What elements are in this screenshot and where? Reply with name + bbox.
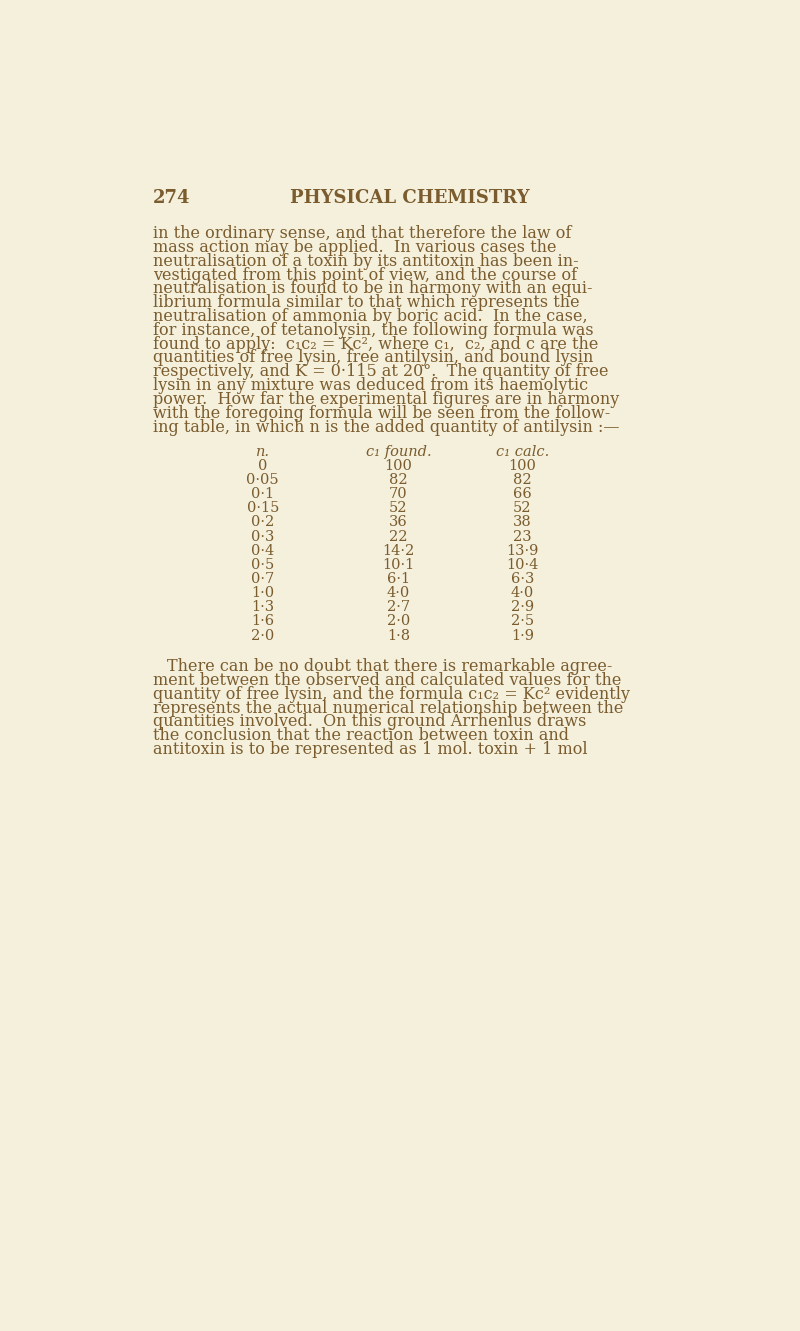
Text: power.  How far the experimental figures are in harmony: power. How far the experimental figures … <box>153 391 619 407</box>
Text: librium formula similar to that which represents the: librium formula similar to that which re… <box>153 294 579 311</box>
Text: 36: 36 <box>389 515 408 530</box>
Text: quantities of free lysin, free antilysin, and bound lysin: quantities of free lysin, free antilysin… <box>153 350 593 366</box>
Text: 0·7: 0·7 <box>251 572 274 586</box>
Text: 13·9: 13·9 <box>506 544 538 558</box>
Text: n.: n. <box>256 445 270 459</box>
Text: 70: 70 <box>389 487 408 502</box>
Text: 0: 0 <box>258 459 267 473</box>
Text: 2·0: 2·0 <box>386 615 410 628</box>
Text: 0·4: 0·4 <box>251 544 274 558</box>
Text: antitoxin is to be represented as 1 mol. toxin + 1 mol: antitoxin is to be represented as 1 mol.… <box>153 741 587 759</box>
Text: quantities involved.  On this ground Arrhenius draws: quantities involved. On this ground Arrh… <box>153 713 586 731</box>
Text: 1·3: 1·3 <box>251 600 274 615</box>
Text: ing table, in which n is the added quantity of antilysin :—: ing table, in which n is the added quant… <box>153 418 619 435</box>
Text: 274: 274 <box>153 189 190 208</box>
Text: neutralisation of ammonia by boric acid.  In the case,: neutralisation of ammonia by boric acid.… <box>153 307 587 325</box>
Text: 23: 23 <box>513 530 532 543</box>
Text: 4·0: 4·0 <box>510 586 534 600</box>
Text: 100: 100 <box>509 459 536 473</box>
Text: 2·0: 2·0 <box>251 628 274 643</box>
Text: 10·1: 10·1 <box>382 558 414 572</box>
Text: neutralisation of a toxin by its antitoxin has been in-: neutralisation of a toxin by its antitox… <box>153 253 578 270</box>
Text: the conclusion that the reaction between toxin and: the conclusion that the reaction between… <box>153 727 569 744</box>
Text: 100: 100 <box>385 459 412 473</box>
Text: 38: 38 <box>513 515 532 530</box>
Text: 0·05: 0·05 <box>246 473 279 487</box>
Text: in the ordinary sense, and that therefore the law of: in the ordinary sense, and that therefor… <box>153 225 571 242</box>
Text: 1·0: 1·0 <box>251 586 274 600</box>
Text: ment between the observed and calculated values for the: ment between the observed and calculated… <box>153 672 621 689</box>
Text: 82: 82 <box>513 473 532 487</box>
Text: There can be no doubt that there is remarkable agree-: There can be no doubt that there is rema… <box>166 659 612 675</box>
Text: neutralisation is found to be in harmony with an equi-: neutralisation is found to be in harmony… <box>153 281 592 297</box>
Text: 2·7: 2·7 <box>387 600 410 615</box>
Text: 1·9: 1·9 <box>511 628 534 643</box>
Text: 0·15: 0·15 <box>246 502 279 515</box>
Text: 2·5: 2·5 <box>511 615 534 628</box>
Text: 2·9: 2·9 <box>511 600 534 615</box>
Text: 6·1: 6·1 <box>387 572 410 586</box>
Text: 66: 66 <box>513 487 532 502</box>
Text: PHYSICAL CHEMISTRY: PHYSICAL CHEMISTRY <box>290 189 530 208</box>
Text: for instance, of tetanolysin, the following formula was: for instance, of tetanolysin, the follow… <box>153 322 594 339</box>
Text: mass action may be applied.  In various cases the: mass action may be applied. In various c… <box>153 240 556 256</box>
Text: 6·3: 6·3 <box>510 572 534 586</box>
Text: 0·1: 0·1 <box>251 487 274 502</box>
Text: c₁ calc.: c₁ calc. <box>496 445 549 459</box>
Text: 0·2: 0·2 <box>251 515 274 530</box>
Text: represents the actual numerical relationship between the: represents the actual numerical relation… <box>153 700 623 716</box>
Text: 1·8: 1·8 <box>387 628 410 643</box>
Text: 10·4: 10·4 <box>506 558 538 572</box>
Text: with the foregoing formula will be seen from the follow-: with the foregoing formula will be seen … <box>153 405 610 422</box>
Text: quantity of free lysin, and the formula c₁c₂ = Kc² evidently: quantity of free lysin, and the formula … <box>153 685 630 703</box>
Text: vestigated from this point of view, and the course of: vestigated from this point of view, and … <box>153 266 577 284</box>
Text: 52: 52 <box>513 502 532 515</box>
Text: c₁ found.: c₁ found. <box>366 445 431 459</box>
Text: found to apply:  c₁c₂ = Kc², where c₁,  c₂, and c are the: found to apply: c₁c₂ = Kc², where c₁, c₂… <box>153 335 598 353</box>
Text: 0·3: 0·3 <box>251 530 274 543</box>
Text: 14·2: 14·2 <box>382 544 414 558</box>
Text: 4·0: 4·0 <box>386 586 410 600</box>
Text: respectively, and K = 0·115 at 20°.  The quantity of free: respectively, and K = 0·115 at 20°. The … <box>153 363 608 381</box>
Text: 22: 22 <box>389 530 408 543</box>
Text: lysin in any mixture was deduced from its haemolytic: lysin in any mixture was deduced from it… <box>153 377 588 394</box>
Text: 0·5: 0·5 <box>251 558 274 572</box>
Text: 52: 52 <box>389 502 408 515</box>
Text: 82: 82 <box>389 473 408 487</box>
Text: 1·6: 1·6 <box>251 615 274 628</box>
